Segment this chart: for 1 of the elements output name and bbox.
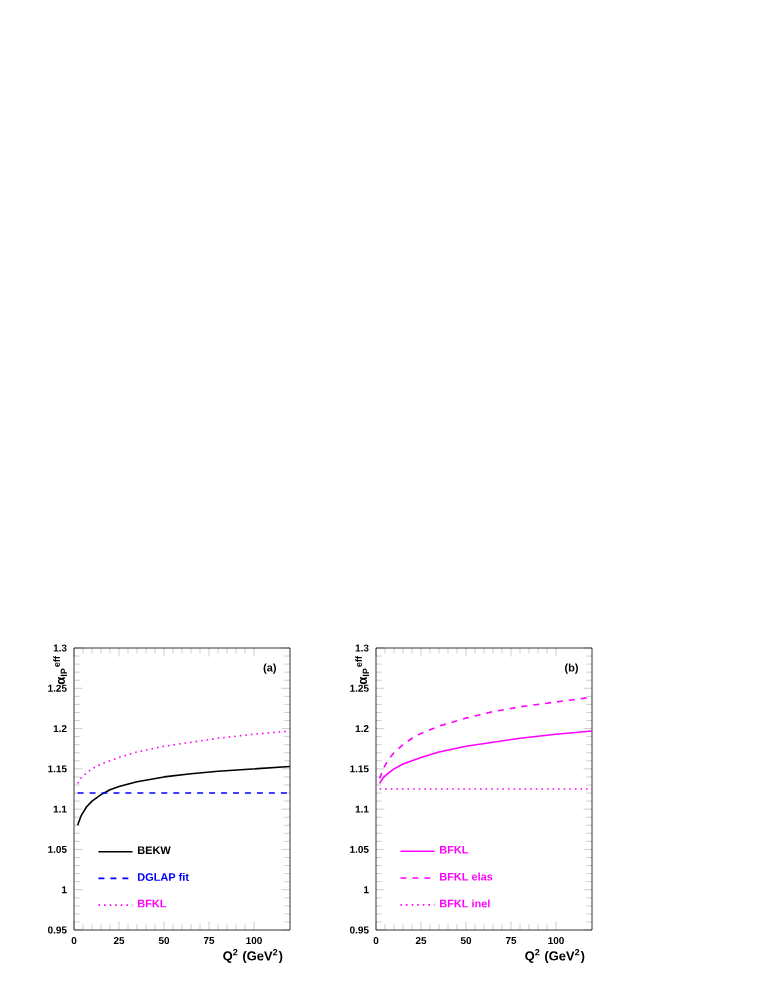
line-series	[76, 730, 290, 785]
